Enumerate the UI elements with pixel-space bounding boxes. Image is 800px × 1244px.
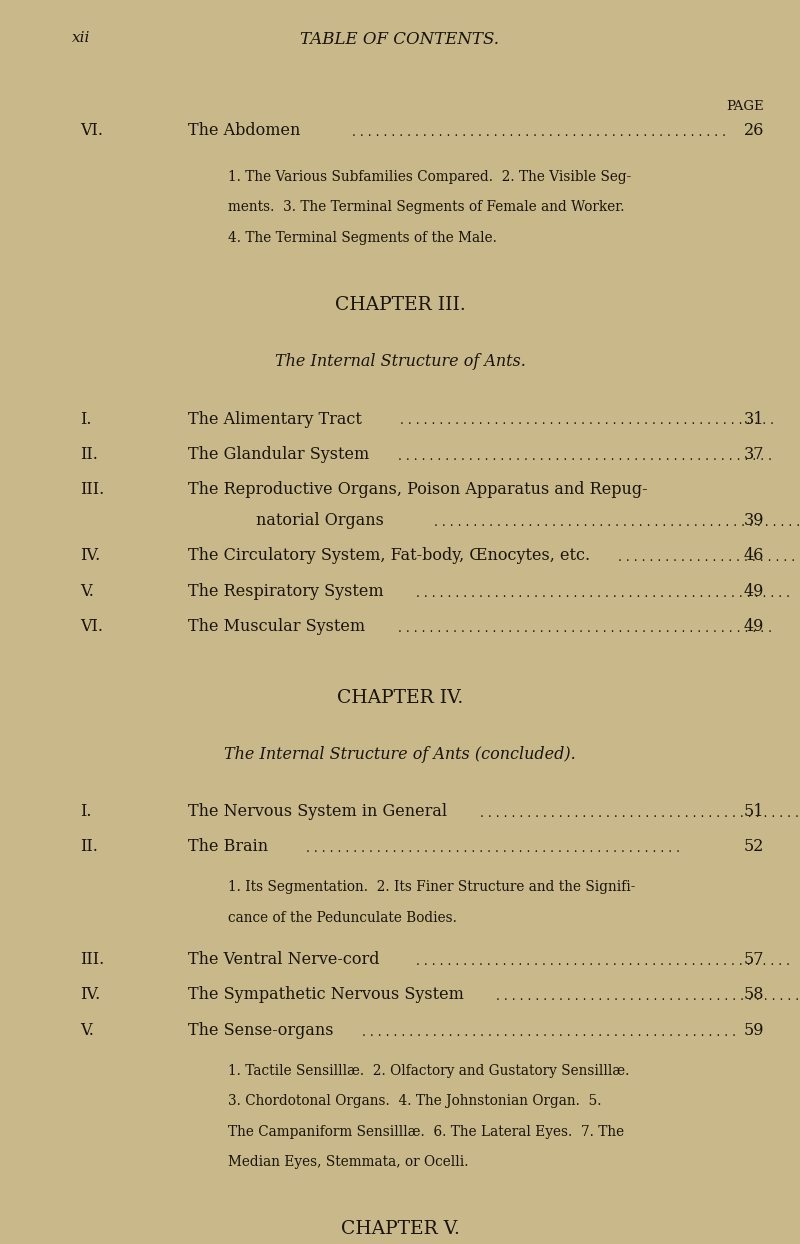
Text: II.: II. [80,838,98,856]
Text: The Sympathetic Nervous System: The Sympathetic Nervous System [188,986,464,1004]
Text: The Abdomen: The Abdomen [188,122,300,139]
Text: CHAPTER III.: CHAPTER III. [334,296,466,313]
Text: 57: 57 [743,950,764,968]
Text: ments.  3. The Terminal Segments of Female and Worker.: ments. 3. The Terminal Segments of Femal… [228,200,625,214]
Text: The Muscular System: The Muscular System [188,618,365,636]
Text: The Brain: The Brain [188,838,268,856]
Text: The Circulatory System, Fat-body, Œnocytes, etc.: The Circulatory System, Fat-body, Œnocyt… [188,547,590,565]
Text: . . . . . . . . . . . . . . . . . . . . . . . . . . . . . . . . . . . . . . . . : . . . . . . . . . . . . . . . . . . . . … [398,622,771,634]
Text: The Sense-organs: The Sense-organs [188,1021,334,1039]
Text: VI.: VI. [80,618,103,636]
Text: . . . . . . . . . . . . . . . . . . . . . . . . . . . . . . . . . . . . . . . . : . . . . . . . . . . . . . . . . . . . . … [306,842,680,855]
Text: 49: 49 [744,618,764,636]
Text: natorial Organs: natorial Organs [256,513,384,529]
Text: CHAPTER V.: CHAPTER V. [341,1220,459,1238]
Text: 1. The Various Subfamilies Compared.  2. The Visible Seg-: 1. The Various Subfamilies Compared. 2. … [228,170,631,184]
Text: TABLE OF CONTENTS.: TABLE OF CONTENTS. [301,31,499,49]
Text: The Ventral Nerve-cord: The Ventral Nerve-cord [188,950,379,968]
Text: 52: 52 [744,838,764,856]
Text: I.: I. [80,802,91,820]
Text: 1. Tactile Sensilllæ.  2. Olfactory and Gustatory Sensilllæ.: 1. Tactile Sensilllæ. 2. Olfactory and G… [228,1064,630,1077]
Text: The Campaniform Sensilllæ.  6. The Lateral Eyes.  7. The: The Campaniform Sensilllæ. 6. The Latera… [228,1125,624,1138]
Text: III.: III. [80,481,104,499]
Text: PAGE: PAGE [726,100,764,112]
Text: . . . . . . . . . . . . . . . . . . . . . . . . . . . . . . . . . . . . . . . . : . . . . . . . . . . . . . . . . . . . . … [480,806,800,820]
Text: IV.: IV. [80,986,100,1004]
Text: 46: 46 [744,547,764,565]
Text: 26: 26 [744,122,764,139]
Text: CHAPTER IV.: CHAPTER IV. [337,688,463,707]
Text: cance of the Pedunculate Bodies.: cance of the Pedunculate Bodies. [228,911,457,924]
Text: . . . . . . . . . . . . . . . . . . . . . . . . . . . . . . . . . . . . . . . . : . . . . . . . . . . . . . . . . . . . . … [362,1025,736,1039]
Text: V.: V. [80,582,94,600]
Text: The Internal Structure of Ants.: The Internal Structure of Ants. [274,353,526,371]
Text: . . . . . . . . . . . . . . . . . . . . . . . . . . . . . . . . . . . . . . . . : . . . . . . . . . . . . . . . . . . . . … [618,551,800,564]
Text: The Nervous System in General: The Nervous System in General [188,802,447,820]
Text: 49: 49 [744,582,764,600]
Text: The Alimentary Tract: The Alimentary Tract [188,411,362,428]
Text: VI.: VI. [80,122,103,139]
Text: xii: xii [72,31,90,45]
Text: II.: II. [80,447,98,463]
Text: . . . . . . . . . . . . . . . . . . . . . . . . . . . . . . . . . . . . . . . . : . . . . . . . . . . . . . . . . . . . . … [416,586,790,600]
Text: The Reproductive Organs, Poison Apparatus and Repug-: The Reproductive Organs, Poison Apparatu… [188,481,648,499]
Text: Median Eyes, Stemmata, or Ocelli.: Median Eyes, Stemmata, or Ocelli. [228,1154,469,1169]
Text: The Glandular System: The Glandular System [188,447,370,463]
Text: 1. Its Segmentation.  2. Its Finer Structure and the Signifi-: 1. Its Segmentation. 2. Its Finer Struct… [228,880,635,894]
Text: . . . . . . . . . . . . . . . . . . . . . . . . . . . . . . . . . . . . . . . . : . . . . . . . . . . . . . . . . . . . . … [416,955,790,968]
Text: . . . . . . . . . . . . . . . . . . . . . . . . . . . . . . . . . . . . . . . . : . . . . . . . . . . . . . . . . . . . . … [398,450,771,463]
Text: The Respiratory System: The Respiratory System [188,582,384,600]
Text: 51: 51 [743,802,764,820]
Text: V.: V. [80,1021,94,1039]
Text: I.: I. [80,411,91,428]
Text: . . . . . . . . . . . . . . . . . . . . . . . . . . . . . . . . . . . . . . . . : . . . . . . . . . . . . . . . . . . . . … [352,126,726,138]
Text: IV.: IV. [80,547,100,565]
Text: The Internal Structure of Ants (concluded).: The Internal Structure of Ants (conclude… [224,745,576,763]
Text: 58: 58 [743,986,764,1004]
Text: . . . . . . . . . . . . . . . . . . . . . . . . . . . . . . . . . . . . . . . . : . . . . . . . . . . . . . . . . . . . . … [496,990,800,1003]
Text: 31: 31 [743,411,764,428]
Text: 4. The Terminal Segments of the Male.: 4. The Terminal Segments of the Male. [228,231,497,245]
Text: 3. Chordotonal Organs.  4. The Johnstonian Organ.  5.: 3. Chordotonal Organs. 4. The Johnstonia… [228,1095,602,1108]
Text: III.: III. [80,950,104,968]
Text: 39: 39 [743,513,764,529]
Text: . . . . . . . . . . . . . . . . . . . . . . . . . . . . . . . . . . . . . . . . : . . . . . . . . . . . . . . . . . . . . … [434,515,800,529]
Text: 59: 59 [743,1021,764,1039]
Text: . . . . . . . . . . . . . . . . . . . . . . . . . . . . . . . . . . . . . . . . : . . . . . . . . . . . . . . . . . . . . … [400,414,774,427]
Text: 37: 37 [743,447,764,463]
